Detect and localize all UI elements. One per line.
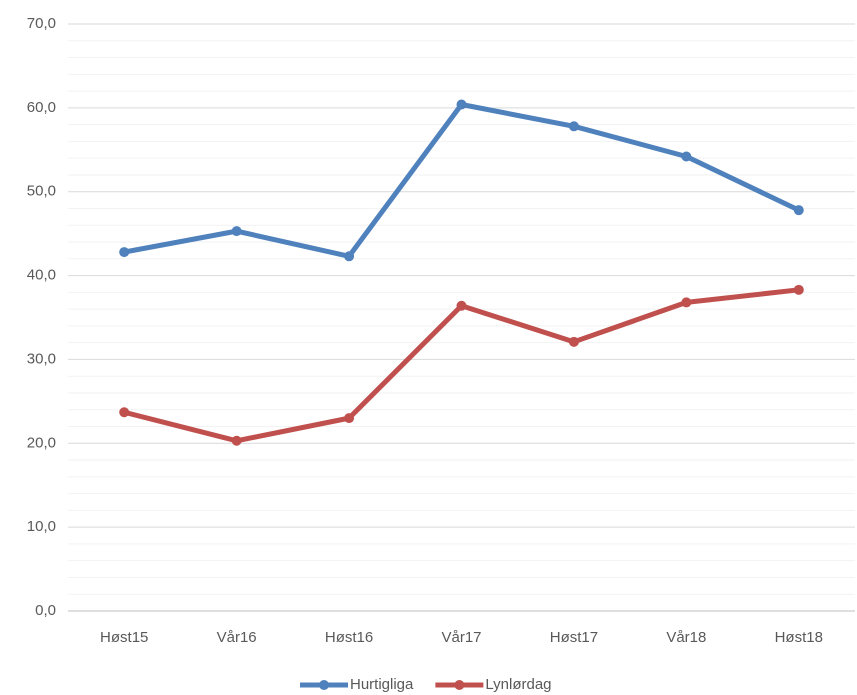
data-point xyxy=(681,297,692,308)
x-tick-label: Høst18 xyxy=(775,629,823,646)
data-point xyxy=(119,247,130,258)
y-tick-label: 0,0 xyxy=(35,602,56,619)
y-tick-label: 40,0 xyxy=(27,267,56,284)
legend-marker xyxy=(454,680,465,690)
data-point xyxy=(681,151,692,162)
series-line xyxy=(121,287,802,444)
y-tick-label: 60,0 xyxy=(27,99,56,116)
legend-label: Hurtigliga xyxy=(350,676,414,693)
x-tick-label: Høst16 xyxy=(325,629,373,646)
legend-label: Lynlørdag xyxy=(485,676,551,693)
data-point xyxy=(793,205,804,216)
data-point xyxy=(344,251,355,262)
legend-marker xyxy=(319,680,329,690)
y-tick-label: 70,0 xyxy=(27,15,56,32)
y-tick-label: 30,0 xyxy=(27,350,56,367)
data-point xyxy=(231,435,242,446)
y-tick-label: 50,0 xyxy=(27,183,56,200)
x-tick-label: Vår18 xyxy=(666,629,706,646)
series-line xyxy=(121,102,802,259)
data-point xyxy=(119,407,130,418)
x-tick-label: Høst15 xyxy=(100,629,148,646)
data-point xyxy=(456,99,467,110)
x-tick-label: Vår17 xyxy=(441,629,481,646)
data-point xyxy=(344,413,355,424)
data-point xyxy=(793,284,804,295)
data-point xyxy=(568,121,579,132)
x-tick-label: Høst17 xyxy=(550,629,598,646)
data-point xyxy=(568,336,579,347)
data-point xyxy=(231,226,242,237)
x-tick-label: Vår16 xyxy=(217,629,257,646)
y-tick-label: 10,0 xyxy=(27,518,56,535)
data-point xyxy=(456,300,467,311)
y-tick-label: 20,0 xyxy=(27,434,56,451)
